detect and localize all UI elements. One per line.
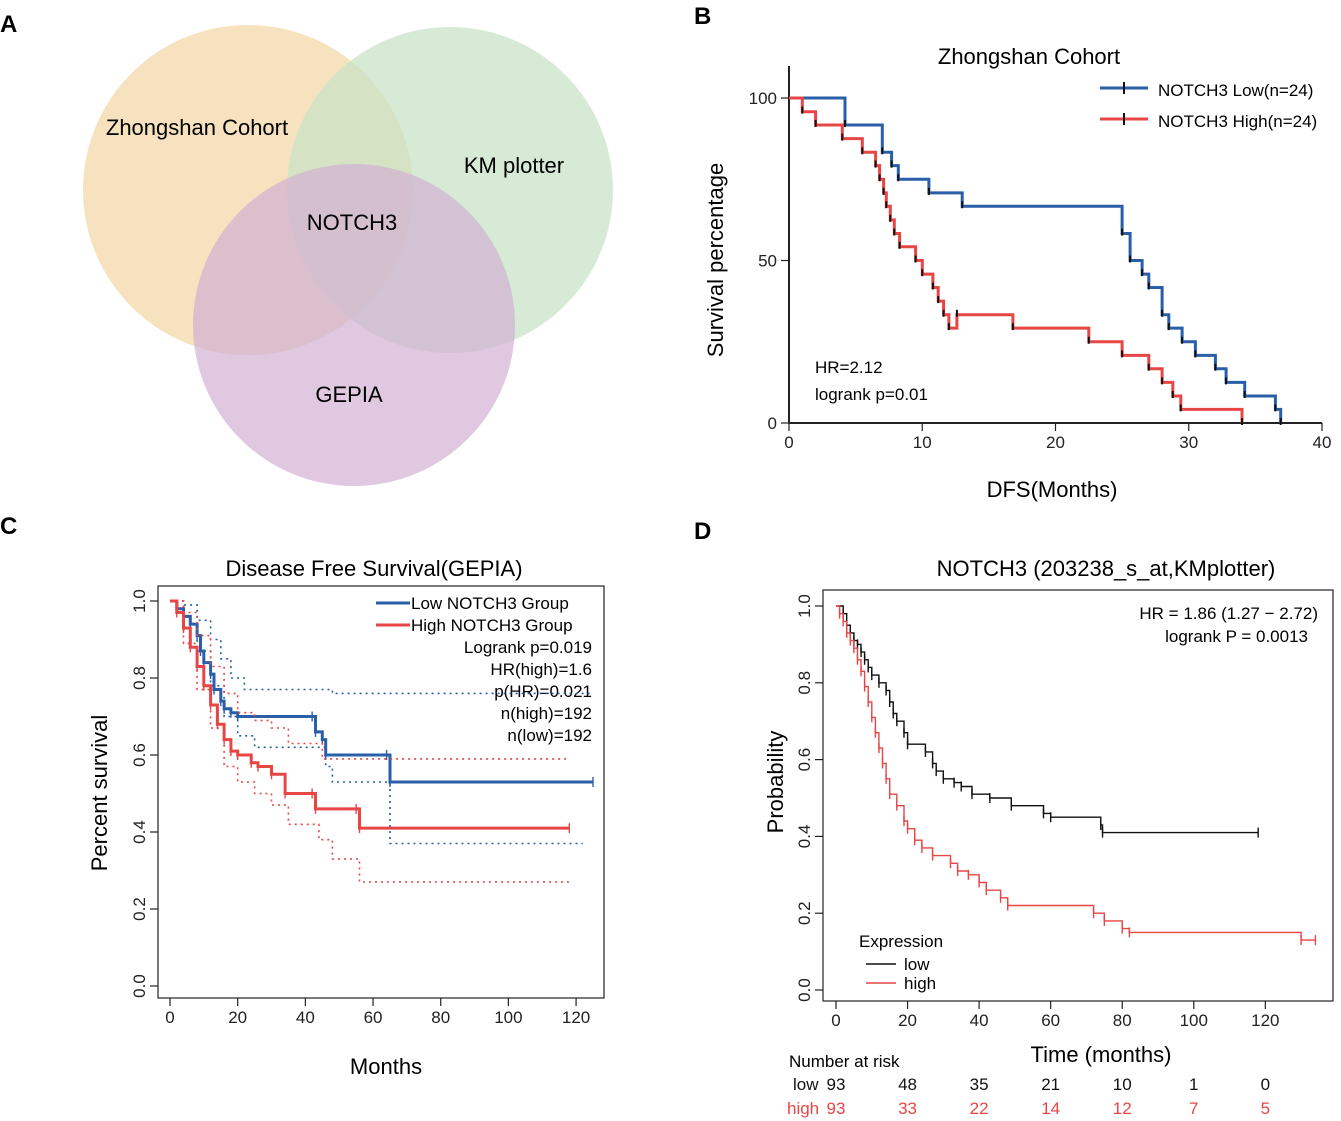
y-tick-label: 0.4 [795,825,814,849]
plot-frame [157,585,605,999]
x-tick-label: 80 [431,1008,450,1027]
y-tick-label: 1.0 [795,594,814,618]
chart-title: NOTCH3 (203238_s_at,KMplotter) [937,556,1276,581]
venn-intersection-label: NOTCH3 [307,210,397,235]
risk-count-high: 14 [1041,1099,1060,1118]
x-tick-label: 10 [913,433,932,452]
chart-title: Zhongshan Cohort [938,44,1120,69]
x-tick-label: 120 [562,1008,590,1027]
legend-label-high: High NOTCH3 Group [411,616,573,635]
legend-title: Expression [859,932,943,951]
risk-count-low: 93 [827,1075,846,1094]
x-tick-label: 80 [1113,1011,1132,1030]
y-axis-label: Percent survival [87,715,112,872]
y-tick-label: 0.2 [795,901,814,925]
x-tick-label: 100 [494,1008,522,1027]
x-tick-label: 0 [831,1011,840,1030]
x-tick-label: 20 [1046,433,1065,452]
logrank-annotation: logrank p=0.01 [815,385,928,404]
venn-label-gepia: GEPIA [315,382,383,407]
survival-curve-1 [836,605,1316,941]
legend: Expression low high [859,932,943,993]
panel-letter-b: B [694,3,711,30]
kmplotter-km-chart: NOTCH3 (203238_s_at,KMplotter) Time (mon… [763,556,1334,1118]
legend-label-low: Low NOTCH3 Group [411,594,569,613]
risk-count-high: 33 [898,1099,917,1118]
gepia-km-chart: Disease Free Survival(GEPIA) Months Perc… [87,556,605,1079]
y-tick-label: 0.0 [795,978,814,1002]
y-tick-label: 0.2 [130,897,149,921]
y-tick-label: 50 [758,252,777,271]
risk-count-low: 35 [970,1075,989,1094]
x-tick-label: 120 [1251,1011,1279,1030]
y-tick-label: 0.4 [130,820,149,844]
stat-hr: HR(high)=1.6 [490,660,592,679]
legend: Low NOTCH3 Group High NOTCH3 Group Logra… [376,594,592,745]
ci-upper-1 [170,600,570,760]
panel-letter-d: D [694,518,711,545]
y-tick-label: 0 [768,414,777,433]
x-tick-label: 60 [364,1008,383,1027]
hr-annotation: HR = 1.86 (1.27 − 2.72) [1139,604,1318,623]
x-tick-label: 40 [970,1011,989,1030]
y-tick-label: 0.6 [795,748,814,772]
ci-lower-0 [170,600,583,845]
risk-count-low: 48 [898,1075,917,1094]
panel-letter-a: A [0,11,17,38]
y-tick-label: 0.0 [130,974,149,998]
risk-count-high: 5 [1261,1099,1270,1118]
legend-label-high: NOTCH3 High(n=24) [1158,112,1317,131]
y-axis-label: Survival percentage [703,163,728,357]
venn-label-zhongshan: Zhongshan Cohort [106,115,288,140]
x-tick-label: 40 [296,1008,315,1027]
risk-count-low: 21 [1041,1075,1060,1094]
x-tick-label: 30 [1179,433,1198,452]
x-tick-label: 0 [784,433,793,452]
x-tick-label: 20 [228,1008,247,1027]
x-axis-label: DFS(Months) [987,477,1118,502]
legend-label-low: low [904,955,930,974]
legend: NOTCH3 Low(n=24) NOTCH3 High(n=24) [1100,81,1317,131]
x-axis-label: Months [350,1054,422,1079]
stat-n-high: n(high)=192 [501,704,592,723]
risk-table-title: Number at risk [789,1052,900,1071]
stat-n-low: n(low)=192 [507,726,592,745]
risk-row-label-high: high [787,1099,819,1118]
risk-count-high: 12 [1113,1099,1132,1118]
logrank-annotation: logrank P = 0.0013 [1165,627,1308,646]
risk-count-high: 93 [827,1099,846,1118]
y-tick-label: 100 [749,89,777,108]
legend-label-low: NOTCH3 Low(n=24) [1158,81,1313,100]
ci-lower-1 [170,600,570,883]
risk-count-high: 22 [970,1099,989,1118]
y-tick-label: 1.0 [130,589,149,613]
x-tick-label: 40 [1313,433,1332,452]
risk-count-low: 10 [1113,1075,1132,1094]
stat-logrank: Logrank p=0.019 [464,638,592,657]
panel-letter-c: C [0,513,17,540]
x-tick-label: 0 [165,1008,174,1027]
x-tick-label: 20 [898,1011,917,1030]
y-tick-label: 0.8 [130,666,149,690]
x-tick-label: 60 [1041,1011,1060,1030]
chart-title: Disease Free Survival(GEPIA) [225,556,522,581]
y-tick-label: 0.8 [795,671,814,695]
y-axis-label: Probability [763,731,788,834]
legend-label-high: high [904,974,936,993]
risk-count-low: 1 [1189,1075,1198,1094]
venn-label-kmplotter: KM plotter [464,153,564,178]
x-axis-label: Time (months) [1031,1042,1172,1067]
stat-p-hr: p(HR)=0.021 [494,682,592,701]
y-tick-label: 0.6 [130,743,149,767]
plot-frame [822,589,1334,1002]
risk-row-label-low: low [793,1075,819,1094]
risk-count-low: 0 [1261,1075,1270,1094]
risk-count-high: 7 [1189,1099,1198,1118]
venn-circle-gepia [193,164,515,486]
venn-diagram: Zhongshan Cohort KM plotter GEPIA NOTCH3 [83,25,613,486]
x-tick-label: 100 [1180,1011,1208,1030]
zhongshan-km-chart: Zhongshan Cohort DFS(Months) Survival pe… [703,44,1331,502]
hr-annotation: HR=2.12 [815,358,883,377]
